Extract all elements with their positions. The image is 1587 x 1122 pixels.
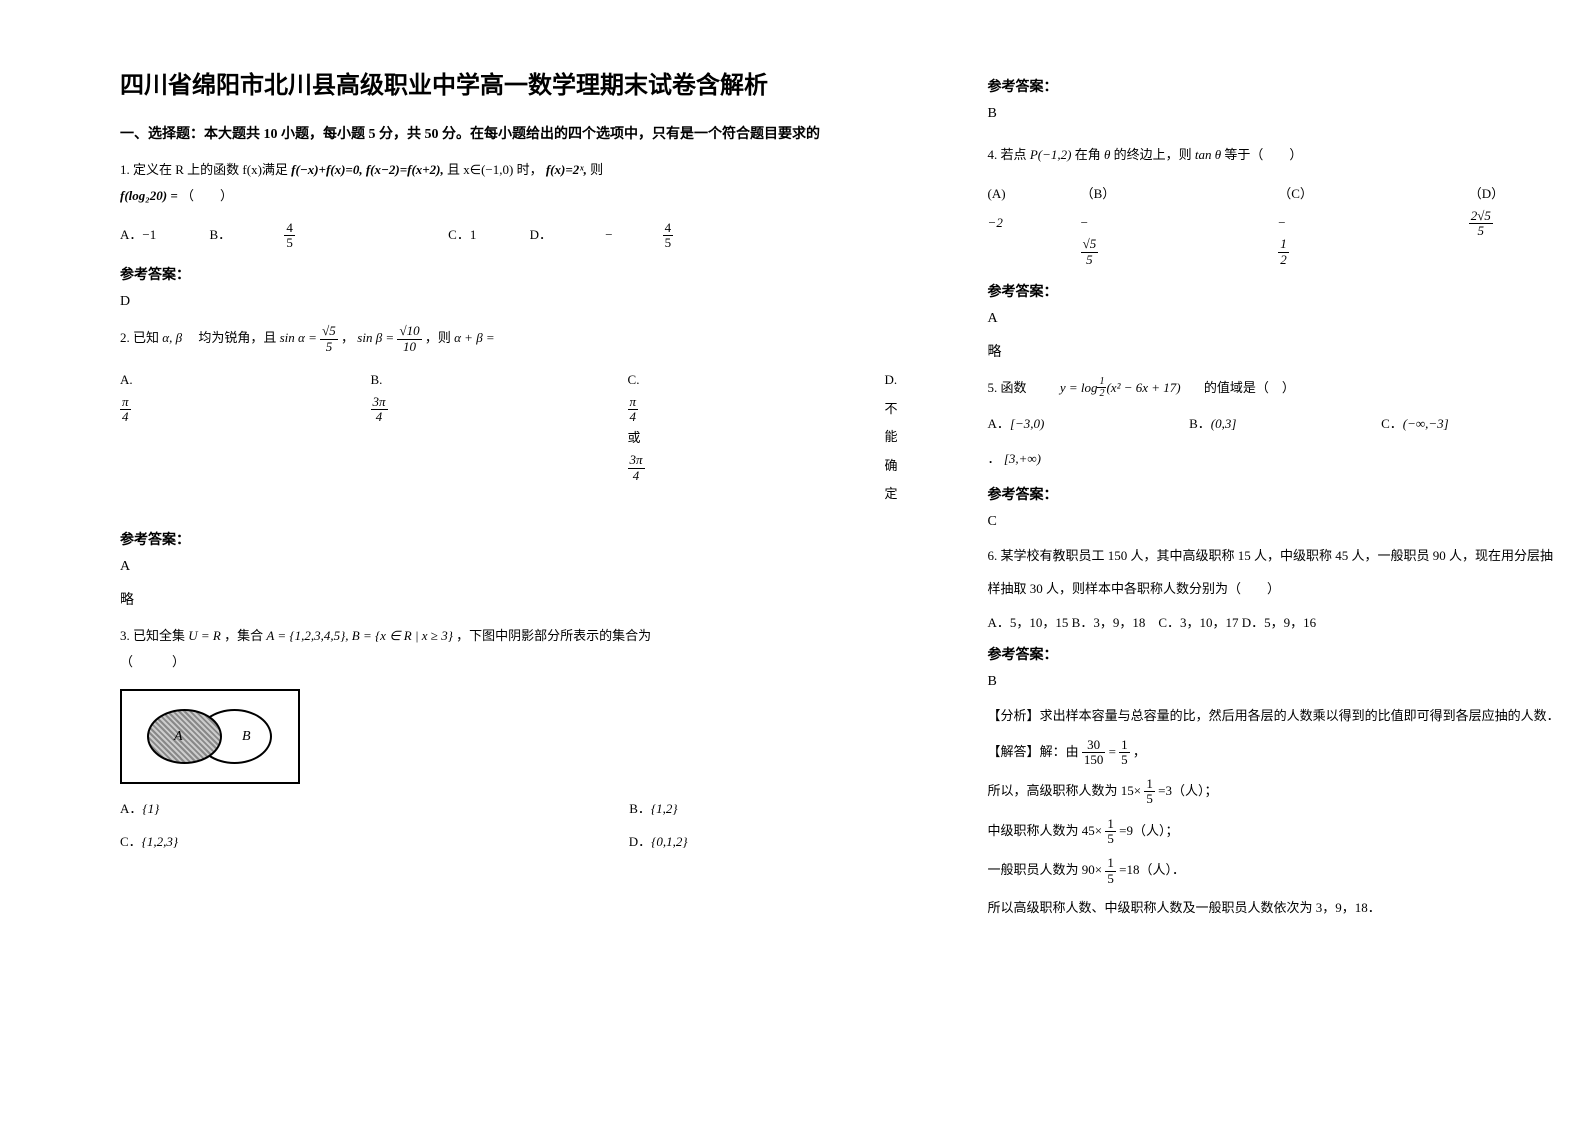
q6-answer-label: 参考答案： (988, 644, 1587, 664)
q4-options: (A) −2 （B） −√55 （C） −12 （D） 2√55 (988, 180, 1587, 267)
q2-optC: C. π4 或 3π4 (628, 366, 745, 509)
q5-func: y = log (1060, 380, 1098, 395)
venn-label-a: A (174, 729, 183, 745)
question-6-line1: 6. 某学校有教职员工 150 人，其中高级职称 15 人，中级职称 45 人，… (988, 544, 1587, 567)
q4-optC: （C） −12 (1278, 180, 1389, 267)
q4-prefix: 4. 若点 (988, 147, 1027, 162)
q4-mid: 在角 (1075, 147, 1101, 162)
q3-optC: C．{1,2,3} (120, 831, 178, 850)
q5-answer-label: 参考答案： (988, 484, 1587, 504)
q2-optD: D. 不能确定 (885, 366, 898, 509)
q2-sina: sin α = (280, 330, 317, 345)
q3-answer: B (988, 106, 1587, 122)
q5-optD-val: [3,+∞) (1004, 451, 1041, 466)
q5-end: 的值域是（ ） (1204, 380, 1295, 395)
q3-A: A = {1,2,3,4,5}, B = {x ∈ R | x ≥ 3} (266, 628, 453, 643)
left-column: 四川省绵阳市北川县高级职业中学高一数学理期末试卷含解析 一、选择题：本大题共 1… (100, 70, 968, 1082)
q6-solve: 【解答】解：由 30150 = 15 ， (988, 738, 1587, 768)
q4-mid2: 的终边上，则 (1114, 147, 1192, 162)
q1-prefix: 1. 定义在 R 上的函数 f(x)满足 (120, 162, 288, 177)
q2-prefix: 2. 已知 (120, 330, 159, 345)
q6-analysis: 【分析】求出样本容量与总容量的比，然后用各层的人数乘以得到的比值即可得到各层应抽… (988, 704, 1587, 727)
q1-blank: （ ） (181, 188, 233, 203)
question-6-line2: 样抽取 30 人，则样本中各职称人数分别为（ ） (988, 577, 1587, 600)
q1-options: A．−1 B． 45 C．1 D． −45 (120, 221, 948, 251)
q5-optD-row: ． [3,+∞) (988, 446, 1587, 472)
q2-optB: B. 3π4 (371, 366, 488, 509)
q2-options: A. π4 B. 3π4 C. π4 或 3π4 D. 不能确定 (120, 366, 948, 509)
q4-answer: A (988, 311, 1587, 327)
q2-sinb: sin β = (357, 330, 394, 345)
q5-options: A．[−3,0) B．(0,3] C．(−∞,−3] D (988, 413, 1587, 432)
q6-conclusion: 所以高级职称人数、中级职称人数及一般职员人数依次为 3，9，18． (988, 896, 1587, 919)
q6-line1: 所以，高级职称人数为 15× 15 =3（人）； (988, 777, 1587, 807)
q3-end: ，下图中阴影部分所表示的集合为 (456, 628, 651, 643)
q4-optB: （B） −√55 (1081, 180, 1199, 267)
q5-answer: C (988, 514, 1587, 530)
q1-expr: f(log₂20) = (120, 188, 178, 203)
q1-optA: A．−1 (120, 227, 156, 242)
q1-optD: D． −45 (530, 227, 773, 242)
q5-optB: B．(0,3] (1189, 413, 1236, 432)
document-title: 四川省绵阳市北川县高级职业中学高一数学理期末试卷含解析 (120, 70, 948, 104)
q6-answer: B (988, 674, 1587, 690)
q3-blank: （ ） (120, 654, 185, 669)
q5-optA: A．[−3,0) (988, 413, 1045, 432)
q4-optD: （D） 2√55 (1469, 180, 1587, 267)
q4-end: 等于（ ） (1224, 147, 1302, 162)
venn-diagram: A B (120, 689, 300, 784)
q1-mid: f(−x)+f(x)=0, f(x−2)=f(x+2), (291, 162, 444, 177)
section-1-header: 一、选择题：本大题共 10 小题，每小题 5 分，共 50 分。在每小题给出的四… (120, 124, 948, 145)
q6-line2: 中级职称人数为 45× 15 =9（人）； (988, 817, 1587, 847)
q3-mid: ，集合 (224, 628, 263, 643)
question-3: 3. 已知全集 U = R ，集合 A = {1,2,3,4,5}, B = {… (120, 623, 948, 675)
q2-brief: 略 (120, 589, 948, 609)
q4-answer-label: 参考答案： (988, 281, 1587, 301)
venn-label-b: B (242, 729, 251, 745)
q2-answer-label: 参考答案： (120, 529, 948, 549)
q1-optC: C．1 (448, 227, 476, 242)
q2-optA: A. π4 (120, 366, 231, 509)
q4-tan: tan θ (1195, 147, 1221, 162)
question-2: 2. 已知 α, β 均为锐角，且 sin α = √55 ， sin β = … (120, 324, 948, 354)
q3-U: U = R (188, 628, 221, 643)
q3-optD: D．{0,1,2} (629, 831, 688, 850)
q4-optA: (A) −2 (988, 180, 1056, 267)
q5-optC: C．(−∞,−3] (1381, 413, 1449, 432)
q1-mid2: 且 x∈(−1,0) 时， (447, 162, 543, 177)
q1-optB: B． 45 (209, 227, 398, 242)
q3-answer-label: 参考答案： (988, 76, 1587, 96)
q3-prefix: 3. 已知全集 (120, 628, 185, 643)
q1-suffix: 则 (590, 162, 603, 177)
q3-options-row1: A．{1} B．{1,2} (120, 798, 948, 817)
q2-end: ，则 (425, 330, 451, 345)
question-5: 5. 函数 y = log12(x² − 6x + 17) 的值域是（ ） (988, 375, 1587, 401)
q2-ab: α, β (162, 330, 182, 345)
q6-line3: 一般职员人数为 90× 15 =18（人）． (988, 856, 1587, 886)
question-4: 4. 若点 P(−1,2) 在角 θ 的终边上，则 tan θ 等于（ ） (988, 142, 1587, 168)
question-1: 1. 定义在 R 上的函数 f(x)满足 f(−x)+f(x)=0, f(x−2… (120, 157, 948, 209)
q1-answer-label: 参考答案： (120, 264, 948, 284)
q6-options: A．5，10，15 B．3，9，18 C．3，10，17 D．5，9，16 (988, 611, 1587, 634)
right-column: 参考答案： B 4. 若点 P(−1,2) 在角 θ 的终边上，则 tan θ … (968, 70, 1587, 1082)
q1-answer: D (120, 294, 948, 310)
q2-expr: α + β = (454, 330, 495, 345)
q4-brief: 略 (988, 341, 1587, 361)
q4-P: P(−1,2) (1030, 147, 1072, 162)
q3-optB: B．{1,2} (629, 798, 677, 817)
q2-answer: A (120, 559, 948, 575)
q3-options-row2: C．{1,2,3} D．{0,1,2} (120, 831, 948, 850)
q5-prefix: 5. 函数 (988, 380, 1027, 395)
venn-circle-a (147, 709, 222, 764)
q3-optA: A．{1} (120, 798, 159, 817)
q2-mid: 均为锐角，且 (185, 330, 276, 345)
q1-f: f(x)=2ˣ, (546, 162, 587, 177)
q4-theta: θ (1104, 147, 1110, 162)
